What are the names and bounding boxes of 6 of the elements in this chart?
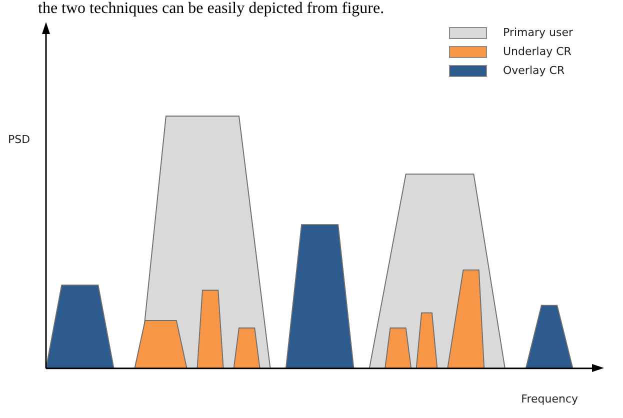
text: the two techniques can be easily depicted from figure. [38, 0, 384, 18]
y-axis-title: PSD [8, 133, 30, 146]
legend-label: Overlay CR [503, 64, 565, 77]
x-axis-title: Frequency [521, 392, 578, 406]
legend-label: Underlay CR [503, 45, 572, 58]
legend-label: Primary user [503, 26, 573, 39]
